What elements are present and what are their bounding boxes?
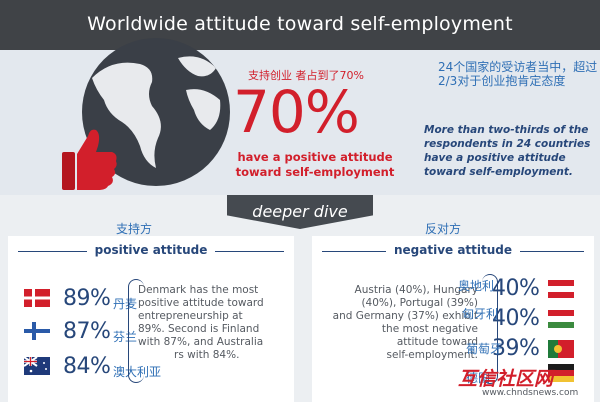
- positive-description: Denmark has the most positive attitude t…: [138, 284, 264, 361]
- austria-label-cn: 奥地利: [458, 279, 495, 293]
- australia-label-cn: 澳大利亚: [113, 365, 162, 379]
- germany-flag-icon: [548, 364, 574, 382]
- watermark-logo: 互信社区网: [458, 368, 554, 390]
- positive-bracket: [128, 279, 144, 383]
- denmark-label-cn: 丹麦: [113, 297, 138, 311]
- thumbs-up-icon: [62, 126, 118, 196]
- cn-summary: 24个国家的受访者当中，超过2/3对于创业抱肯定态度: [438, 60, 598, 88]
- positive-attitude-panel: positive attitude 89% 丹麦 87% 芬兰 84% 澳大利亚…: [8, 236, 294, 402]
- support-label-cn: 支持方: [116, 222, 153, 236]
- cn-headline: 支持创业 者占到了70%: [248, 69, 364, 82]
- negative-attitude-panel: negative attitude Austria (40%), Hungary…: [312, 236, 594, 402]
- oppose-label-cn: 反对方: [425, 222, 462, 236]
- hungary-percent: 40%: [492, 306, 540, 331]
- deeper-dive-label: deeper dive: [252, 202, 348, 221]
- portugal-percent: 39%: [492, 336, 540, 361]
- site-url: www.chndsnews.com: [482, 388, 579, 398]
- negative-bracket: [482, 274, 498, 384]
- negative-description: Austria (40%), Hungary (40%), Portugal (…: [332, 284, 478, 361]
- deeper-dive-banner: deeper dive: [227, 195, 373, 229]
- positive-panel-title: positive attitude: [86, 243, 216, 257]
- australia-percent: 84%: [63, 354, 111, 379]
- australia-flag-icon: [24, 357, 50, 375]
- en-summary: More than two-thirds of the respondents …: [424, 124, 591, 178]
- finland-flag-icon: [24, 322, 50, 340]
- finland-percent: 87%: [63, 319, 111, 344]
- negative-panel-title: negative attitude: [385, 243, 521, 257]
- denmark-flag-icon: [24, 289, 50, 307]
- germany-label-cn: 德国: [466, 371, 491, 385]
- positive-attitude-caption: have a positive attitude toward self-emp…: [235, 150, 395, 179]
- finland-label-cn: 芬兰: [113, 330, 138, 344]
- austria-percent: 40%: [492, 276, 540, 301]
- portugal-label-cn: 葡萄牙: [466, 342, 503, 356]
- big-percentage: 70%: [233, 78, 360, 146]
- header-bar: Worldwide attitude toward self-employmen…: [0, 0, 600, 50]
- denmark-percent: 89%: [63, 286, 111, 311]
- hungary-label-cn: 匈牙利: [462, 307, 499, 321]
- austria-flag-icon: [548, 280, 574, 298]
- hungary-flag-icon: [548, 310, 574, 328]
- page-title: Worldwide attitude toward self-employmen…: [87, 13, 513, 35]
- portugal-flag-icon: [548, 340, 574, 358]
